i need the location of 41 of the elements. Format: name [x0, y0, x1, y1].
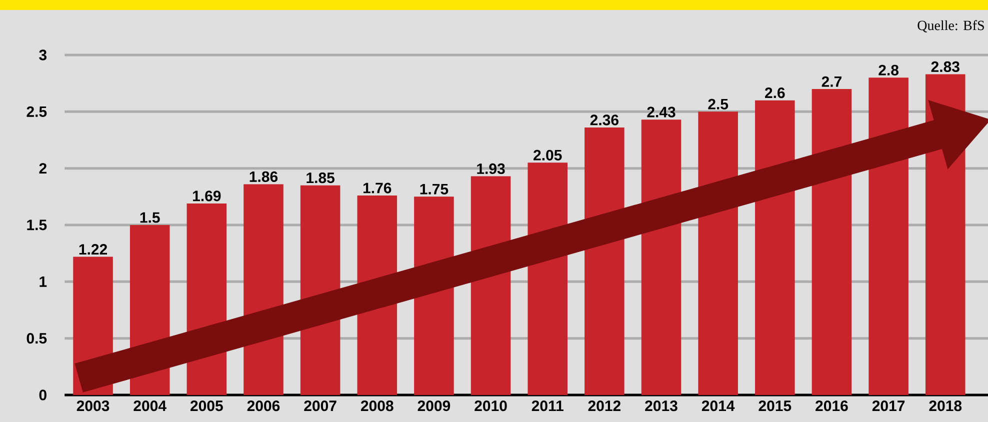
x-tick-label: 2018	[929, 400, 962, 412]
x-tick-label: 2011	[532, 400, 564, 412]
data-label: 1.22	[79, 244, 108, 255]
y-tick-label: 2.5	[26, 106, 47, 117]
data-label: 2.43	[647, 106, 676, 118]
y-tick-label: 1.5	[27, 220, 47, 230]
x-tick-label: 2016	[816, 400, 848, 412]
data-label: 1.85	[306, 172, 334, 184]
data-label: 1.5	[140, 212, 160, 223]
x-tick-label: 2010	[474, 400, 507, 412]
x-tick-label: 2009	[418, 400, 450, 412]
data-label: 1.93	[477, 163, 505, 174]
x-tick-label: 2004	[134, 400, 166, 412]
data-label: 1.69	[193, 190, 221, 202]
x-tick-label: 2015	[758, 400, 792, 412]
x-tick-label: 2017	[872, 400, 905, 412]
x-tick-label: 2012	[588, 400, 621, 412]
y-tick-label: 0.5	[26, 333, 47, 344]
source-note: Quelle: BfS	[918, 20, 984, 32]
data-label: 2.6	[765, 88, 785, 98]
data-label: 2.5	[708, 98, 728, 110]
y-tick-label: 3	[39, 50, 47, 60]
x-tick-label: 2005	[190, 400, 223, 412]
bar	[868, 78, 908, 395]
data-label: 1.75	[420, 184, 448, 194]
data-label: 1.76	[363, 182, 392, 194]
data-label: 1.86	[250, 171, 278, 182]
y-tick-label: 2	[39, 163, 46, 174]
data-label: 2.36	[590, 114, 618, 126]
x-tick-label: 2003	[76, 400, 110, 412]
x-tick-label: 2013	[645, 400, 678, 412]
data-label: 2.8	[878, 64, 899, 76]
data-label: 2.7	[822, 76, 842, 87]
x-tick-label: 2014	[702, 400, 735, 412]
x-tick-label: 2006	[247, 400, 280, 412]
data-label: 2.05	[534, 150, 562, 160]
y-tick-label: 1	[40, 276, 47, 287]
x-tick-label: 2008	[360, 400, 394, 412]
data-label: 2.83	[931, 61, 960, 72]
y-tick-label: 0	[39, 390, 46, 400]
x-tick-label: 2007	[304, 400, 336, 412]
